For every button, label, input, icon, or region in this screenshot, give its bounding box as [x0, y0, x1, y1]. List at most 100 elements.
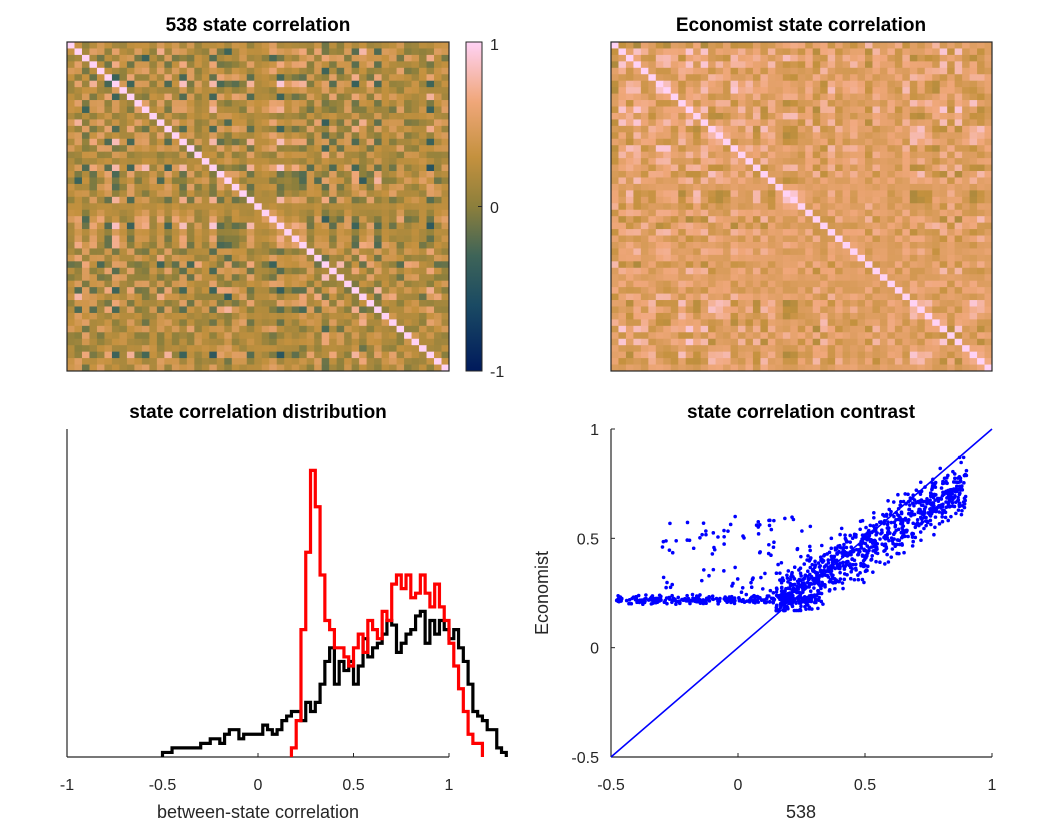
heatmap-cell — [947, 203, 956, 211]
heatmap-cell — [261, 183, 270, 191]
heatmap-cell — [745, 306, 754, 314]
heatmap-cell — [89, 80, 98, 88]
heatmap-cell — [752, 190, 761, 198]
heatmap-cell — [209, 345, 218, 353]
heatmap-cell — [269, 229, 278, 236]
heatmap-cell — [767, 293, 776, 301]
heatmap-cell — [194, 293, 203, 301]
heatmap-cell — [209, 351, 218, 359]
heatmap-cell — [291, 261, 300, 269]
heatmap-cell — [344, 61, 353, 69]
heatmap-cell — [685, 61, 694, 69]
heatmap-cell — [224, 61, 233, 69]
heatmap-cell — [730, 61, 739, 69]
heatmap-cell — [708, 42, 716, 49]
heatmap-cell — [194, 222, 203, 230]
heatmap-cell — [954, 235, 963, 243]
heatmap-cell — [872, 158, 881, 165]
heatmap-cell — [89, 164, 98, 172]
heatmap-cell — [633, 287, 642, 294]
heatmap-cell — [171, 203, 180, 211]
heatmap-cell — [261, 203, 270, 211]
heatmap-cell — [902, 61, 911, 69]
heatmap-cell — [879, 67, 888, 75]
heatmap-cell — [67, 132, 75, 140]
heatmap-cell — [977, 48, 985, 56]
heatmap-cell — [344, 164, 353, 172]
heatmap-cell — [111, 280, 120, 288]
heatmap-cell — [835, 196, 843, 204]
heatmap-cell — [164, 332, 173, 340]
heatmap-cell — [119, 171, 128, 178]
heatmap-cell — [389, 229, 397, 236]
heatmap-cell — [693, 132, 702, 140]
heatmap-cell — [239, 293, 248, 301]
heatmap-cell — [625, 112, 634, 120]
heatmap-cell — [962, 93, 970, 101]
heatmap-cell — [678, 132, 687, 140]
heatmap-cell — [441, 241, 450, 249]
heatmap-cell — [216, 248, 225, 256]
heatmap-cell — [879, 183, 888, 191]
heatmap-cell — [329, 125, 338, 133]
heatmap-cell — [655, 61, 664, 69]
heatmap-cell — [164, 235, 173, 243]
heatmap-cell — [640, 222, 649, 230]
heatmap-cell — [314, 235, 323, 243]
heatmap-cell — [678, 287, 687, 294]
heatmap-cell — [246, 358, 255, 365]
heatmap-cell — [745, 235, 754, 243]
heatmap-cell — [790, 274, 799, 282]
heatmap-cell — [224, 203, 233, 211]
heatmap-cell — [81, 87, 90, 95]
heatmap-cell — [201, 61, 210, 69]
heatmap-cell — [700, 261, 709, 269]
heatmap-cell — [171, 325, 180, 333]
heatmap-cell — [156, 254, 165, 262]
heatmap-cell — [685, 306, 694, 314]
heatmap-cell — [902, 48, 911, 56]
heatmap-cell — [201, 190, 210, 198]
heatmap-cell — [239, 151, 248, 159]
heatmap-cell — [434, 67, 442, 75]
heatmap-cell — [909, 106, 918, 114]
heatmap-cell — [909, 119, 918, 127]
heatmap-cell — [396, 229, 405, 236]
heatmap-cell — [74, 325, 83, 333]
heatmap-cell — [209, 87, 218, 95]
heatmap-cell — [767, 312, 776, 320]
heatmap-cell — [782, 287, 791, 294]
heatmap-cell — [179, 261, 188, 269]
heatmap-cell — [404, 306, 412, 314]
heatmap-cell — [329, 293, 338, 301]
heatmap-cell — [827, 42, 836, 49]
heatmap-cell — [314, 274, 323, 282]
heatmap-cell — [745, 280, 754, 288]
heatmap-cell — [775, 241, 784, 249]
heatmap-cell — [329, 158, 338, 165]
heatmap-cell — [865, 171, 873, 178]
heatmap-cell — [441, 100, 450, 107]
heatmap-cell — [366, 42, 375, 49]
heatmap-cell — [284, 332, 293, 340]
heatmap-cell — [685, 338, 694, 346]
heatmap-cell — [962, 280, 970, 288]
heatmap-cell — [239, 312, 248, 320]
heatmap-cell — [359, 203, 368, 211]
heatmap-cell — [351, 364, 360, 372]
heatmap-cell — [685, 164, 694, 172]
heatmap-cell — [344, 100, 353, 107]
heatmap-cell — [374, 248, 382, 256]
heatmap-cell — [276, 42, 285, 49]
heatmap-cell — [640, 254, 649, 262]
heatmap-cell — [179, 287, 188, 294]
heatmap-cell — [299, 209, 308, 217]
heatmap-cell — [104, 158, 113, 165]
heatmap-cell — [366, 203, 375, 211]
heatmap-cell — [186, 203, 195, 211]
heatmap-cell — [149, 183, 158, 191]
heatmap-cell — [842, 132, 851, 140]
heatmap-cell — [134, 306, 143, 314]
heatmap-cell — [625, 151, 634, 159]
heatmap-cell — [827, 183, 836, 191]
